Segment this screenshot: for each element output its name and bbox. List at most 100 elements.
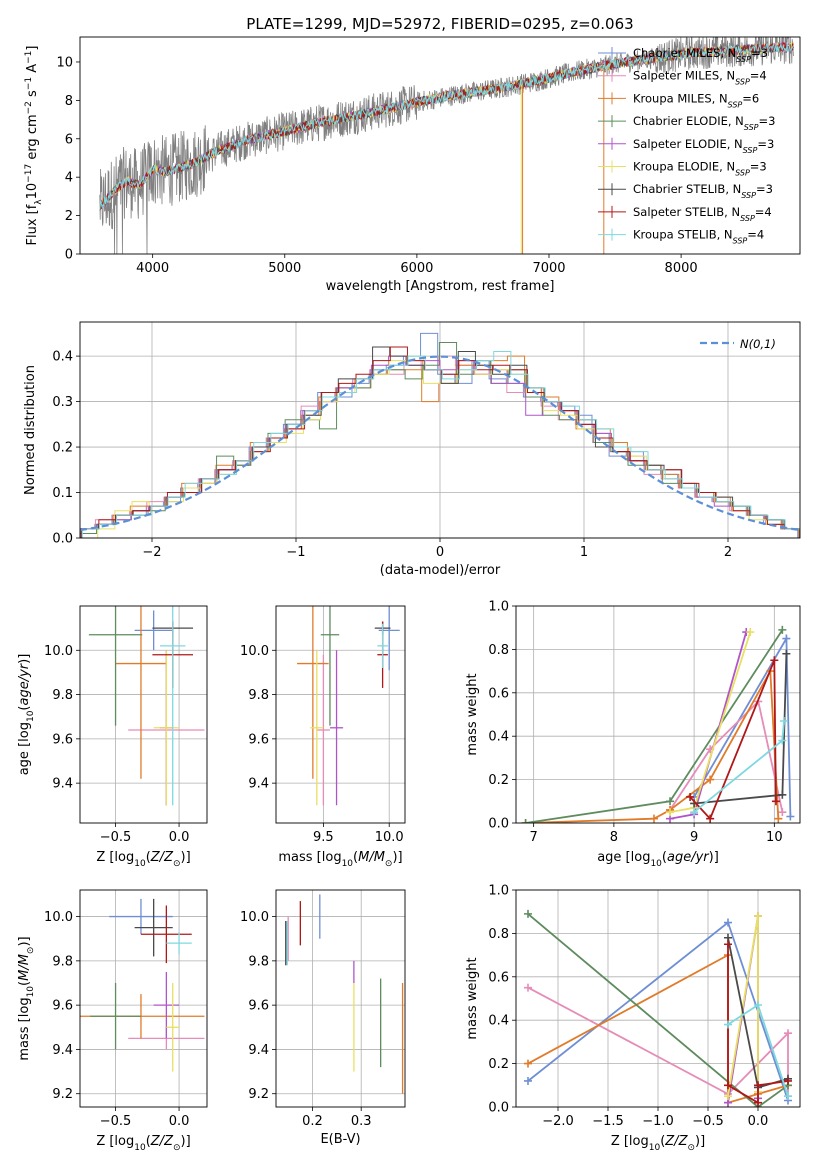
y-tick-label: 10 xyxy=(56,55,73,70)
mass-vs-metallicity-panel: −0.5 0.09.29.49.69.810.0Z [log10(Z/Z⊙)]ma… xyxy=(17,889,208,1153)
axes-frame xyxy=(79,321,801,539)
label-part: Flux [f xyxy=(25,204,40,245)
weight-marker xyxy=(686,792,695,801)
label-part: )] xyxy=(695,1134,705,1149)
x-tick-label: −1.0 xyxy=(642,1114,674,1129)
x-axis-label: Z [log10(Z/Z⊙)] xyxy=(96,1134,190,1153)
legend-entry: Salpeter STELIB, NSSP=4 xyxy=(633,205,772,223)
label-part: 10 xyxy=(649,1143,661,1153)
y-tick-label: 0 xyxy=(65,248,73,263)
label-part: M/M xyxy=(17,954,32,981)
x-tick-label: 2 xyxy=(724,545,732,560)
label-part: λ xyxy=(34,199,44,205)
x-tick-label: 0.0 xyxy=(169,1114,190,1129)
plot-area xyxy=(88,606,205,806)
label-part: age/yr xyxy=(667,850,710,865)
label-part: Z/Z xyxy=(664,1134,688,1149)
axes-frame xyxy=(515,605,801,824)
legend-text: =4 xyxy=(755,205,772,219)
label-part: mass [log xyxy=(17,997,32,1060)
x-tick-label: 10 xyxy=(766,830,783,845)
legend-text: Chabrier ELODIE, N xyxy=(633,114,744,128)
age-vs-mass-panel: 9.5 10.0 9.4 9.6 9.8 10.0 mass [log10(M/M⊙)] xyxy=(240,605,406,869)
weight-marker xyxy=(724,1081,732,1090)
y-tick-label: 9.2 xyxy=(52,1087,73,1102)
label-part: )] xyxy=(392,850,402,865)
x-tick-label: 1 xyxy=(580,545,588,560)
residual-histogram-panel: −2 −1 0 1 2 0.0 0.1 0.2 0.3 0.4 (data-model)/error… xyxy=(23,321,801,578)
y-axis-label: Flux [fλ10−17 erg cm−2 s−1 A−1] xyxy=(24,46,44,246)
y-tick-label: 9.6 xyxy=(52,732,73,747)
y-tick-label: 9.2 xyxy=(248,1087,269,1102)
weight-marker xyxy=(778,736,787,745)
x-tick-label: 0 xyxy=(436,545,444,560)
y-tick-label: 4 xyxy=(65,171,73,186)
label-part: 10 xyxy=(134,859,146,869)
legend-text: =3 xyxy=(750,160,767,174)
label-part: )] xyxy=(181,850,191,865)
x-tick-label: 7000 xyxy=(532,261,565,276)
y-tick-label: 0.2 xyxy=(52,441,73,456)
legend-text: =3 xyxy=(759,114,776,128)
legend-subscript: SSP xyxy=(744,123,759,132)
weight-marker xyxy=(524,909,532,918)
x-axis-label: Z [log10(Z/Z⊙)] xyxy=(96,850,190,869)
y-tick-label: 9.4 xyxy=(248,777,269,792)
label-part: ] xyxy=(25,46,40,51)
x-tick-label: −0.5 xyxy=(692,1114,724,1129)
label-part: ⊙ xyxy=(687,1143,695,1153)
x-tick-label: 8 xyxy=(610,830,618,845)
y-tick-label: 1.0 xyxy=(488,884,509,899)
legend-text: =6 xyxy=(742,91,759,105)
mass-vs-ebv-panel: 0.2 0.3 9.2 9.4 9.6 9.8 10.0 E(B-V) xyxy=(240,889,406,1147)
label-part: ( xyxy=(17,706,32,711)
y-tick-label: 9.8 xyxy=(248,688,269,703)
y-tick-label: 10.0 xyxy=(44,644,73,659)
label-part: Z/Z xyxy=(150,850,174,865)
y-tick-label: 10.0 xyxy=(44,910,73,925)
y-axis-label: Normed distribution xyxy=(23,365,38,495)
legend-text: Kroupa STELIB, N xyxy=(633,228,733,242)
y-tick-label: 10.0 xyxy=(240,644,269,659)
label-part: Z [log xyxy=(611,1134,649,1149)
x-tick-label: 0.0 xyxy=(748,1114,769,1129)
weight-marker xyxy=(771,797,780,806)
legend-text: =3 xyxy=(751,46,768,60)
plot-area xyxy=(99,37,794,254)
x-tick-label: 0.2 xyxy=(302,1114,323,1129)
weight-marker xyxy=(690,808,699,817)
y-tick-label: 0.0 xyxy=(488,1101,509,1116)
y-axis-label: mass [log10(M/M⊙)] xyxy=(17,936,36,1060)
legend-subscript: SSP xyxy=(733,236,748,245)
weight-marker xyxy=(746,628,755,637)
x-tick-label: 0.3 xyxy=(351,1114,372,1129)
y-tick-label: 9.6 xyxy=(52,999,73,1014)
y-axis-label: mass weight xyxy=(465,957,480,1039)
legend-text: Salpeter STELIB, N xyxy=(633,205,740,219)
weight-marker xyxy=(666,797,675,806)
label-part: ( xyxy=(146,1134,151,1149)
label-part: ( xyxy=(17,981,32,986)
x-tick-label: −2 xyxy=(142,545,161,560)
weight-marker xyxy=(778,790,787,799)
label-part: M/M xyxy=(358,850,385,865)
x-tick-label: 7 xyxy=(530,830,538,845)
label-part: 10 xyxy=(134,1143,146,1153)
axes-frame xyxy=(79,36,801,255)
y-tick-label: 0.4 xyxy=(488,1014,509,1029)
label-part: )] xyxy=(17,936,32,946)
weight-marker xyxy=(524,1076,532,1085)
legend-text: Salpeter ELODIE, N xyxy=(633,137,743,151)
weight-line xyxy=(527,913,789,1107)
label-part: Z/Z xyxy=(150,1134,174,1149)
weight-marker xyxy=(778,625,787,634)
x-tick-label: 8000 xyxy=(665,261,698,276)
axes-frame xyxy=(515,889,801,1108)
weight-marker xyxy=(774,814,783,823)
y-tick-label: 0.4 xyxy=(52,350,73,365)
y-tick-label: 9.6 xyxy=(248,999,269,1014)
legend-entry: Chabrier ELODIE, NSSP=3 xyxy=(633,114,775,132)
